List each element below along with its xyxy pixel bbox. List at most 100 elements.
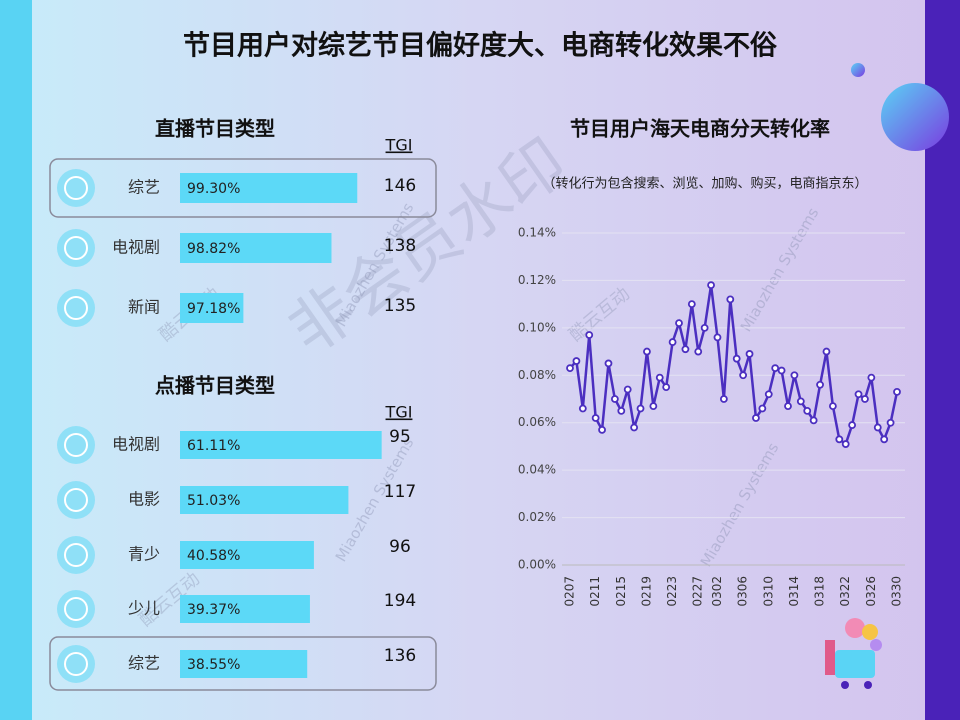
point (803, 406, 812, 415)
point (591, 414, 600, 422)
item-label: 电影 (128, 490, 160, 509)
bar-label: 97.18% (187, 301, 240, 317)
point (623, 385, 632, 394)
icon-inner (64, 433, 88, 457)
y-tick-label: 0.12% (518, 273, 556, 287)
point (739, 371, 748, 380)
decor-ball (881, 83, 949, 151)
point (732, 354, 741, 363)
icon-inner (64, 652, 88, 676)
icon (57, 590, 95, 628)
y-tick-label: 0.08% (518, 368, 556, 382)
point (771, 364, 780, 373)
x-tick-label: 0310 (761, 576, 775, 607)
bar (180, 541, 314, 569)
x-tick-label: 0302 (710, 576, 724, 607)
point (893, 387, 901, 396)
point (777, 366, 786, 375)
bar (180, 595, 310, 623)
point (572, 357, 581, 365)
point (604, 359, 613, 368)
bar-label: 40.58% (187, 548, 240, 564)
bar (180, 650, 308, 678)
tgi-value: 138 (384, 236, 416, 256)
shopper-illustration (825, 618, 882, 689)
point (822, 347, 831, 356)
x-tick-label: 0219 (639, 576, 653, 607)
point (610, 395, 619, 403)
x-tick-label: 0322 (838, 576, 852, 607)
point (867, 373, 876, 382)
point (854, 390, 863, 399)
x-tick-label: 0223 (665, 576, 679, 607)
point (643, 347, 651, 356)
icon (57, 426, 95, 464)
icon (57, 645, 95, 683)
point (809, 416, 818, 425)
line (569, 284, 899, 447)
point (566, 364, 574, 373)
icon (57, 229, 95, 267)
bar-label: 99.30% (187, 181, 240, 197)
point (745, 350, 754, 358)
bar (180, 293, 244, 323)
icon-inner (64, 488, 88, 512)
point (598, 425, 606, 434)
icon (57, 169, 95, 207)
point (687, 300, 696, 309)
tgi-value: 146 (384, 176, 416, 196)
bar-label: 39.37% (187, 602, 240, 618)
point (630, 423, 639, 432)
item-label: 电视剧 (112, 435, 160, 454)
bar (180, 233, 332, 263)
chart-title: 节目用户海天电商分天转化率 (570, 117, 830, 141)
point (668, 338, 677, 346)
decor-ball (851, 63, 865, 77)
icon-inner (64, 236, 88, 260)
icon (57, 481, 95, 519)
bar (180, 486, 349, 514)
y-tick-label: 0.02% (518, 510, 556, 524)
item-label: 新闻 (128, 298, 160, 317)
bar (180, 431, 382, 459)
point (841, 440, 850, 448)
point (726, 295, 735, 304)
point (675, 319, 683, 328)
tgi-value: 194 (384, 591, 416, 611)
tgi-header: TGI (385, 136, 413, 155)
point (861, 395, 869, 403)
tgi-value: 135 (384, 296, 416, 316)
y-tick-label: 0.14% (518, 226, 556, 240)
x-tick-label: 0314 (787, 576, 801, 607)
x-tick-label: 0211 (588, 576, 602, 607)
bar-label: 51.03% (187, 493, 240, 509)
x-tick-label: 0306 (736, 576, 750, 607)
y-tick-label: 0.10% (518, 320, 556, 334)
bar (180, 173, 358, 203)
point (700, 323, 709, 332)
icon-inner (64, 543, 88, 567)
point (662, 383, 671, 392)
x-tick-label: 0326 (864, 576, 878, 607)
x-tick-label: 0207 (563, 576, 577, 607)
point (752, 414, 760, 422)
point (578, 404, 587, 413)
point (681, 345, 690, 354)
point (790, 371, 799, 380)
left-strip (0, 0, 32, 720)
point (835, 435, 844, 444)
item-label: 综艺 (128, 654, 160, 673)
icon-inner (64, 296, 88, 320)
tgi-header: TGI (385, 403, 413, 422)
slide-title: 节目用户对综艺节目偏好度大、电商转化效果不俗 (183, 30, 778, 62)
point (694, 347, 703, 356)
icon-inner (64, 597, 88, 621)
point (585, 331, 594, 339)
point (617, 406, 626, 415)
item-label: 综艺 (128, 178, 160, 197)
point (636, 404, 645, 413)
point (649, 402, 658, 411)
panel-title: 点播节目类型 (155, 374, 275, 398)
tgi-value: 117 (384, 482, 416, 502)
